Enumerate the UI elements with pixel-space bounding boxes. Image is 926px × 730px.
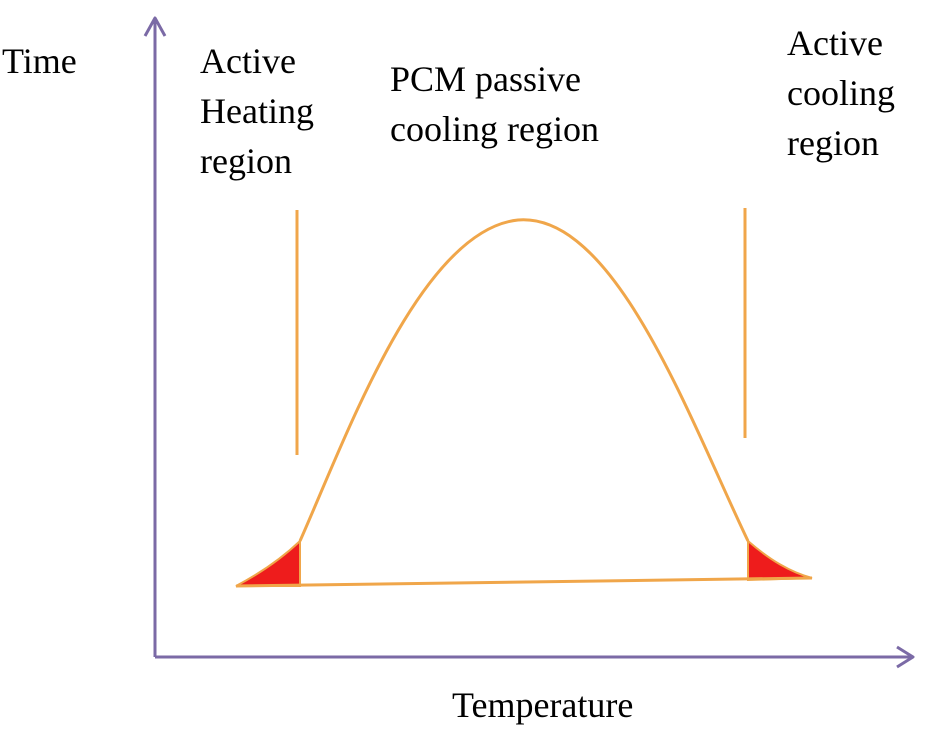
x-axis-label: Temperature xyxy=(452,685,634,725)
x-axis-arrowhead xyxy=(896,645,915,669)
active-heating-fill xyxy=(235,538,301,587)
active-cooling-label: Active cooling region xyxy=(787,23,895,163)
y-axis xyxy=(143,16,167,657)
y-axis-arrowhead xyxy=(143,16,167,37)
pcm-passive-cooling-label: PCM passive cooling region xyxy=(390,59,599,149)
pcm-bell-curve xyxy=(298,218,750,542)
active-heating-label: Active Heating region xyxy=(200,41,314,181)
bell-baseline xyxy=(235,576,813,588)
active-cooling-fill xyxy=(747,538,813,582)
x-axis xyxy=(155,645,915,669)
y-axis-label: Time xyxy=(2,41,77,81)
